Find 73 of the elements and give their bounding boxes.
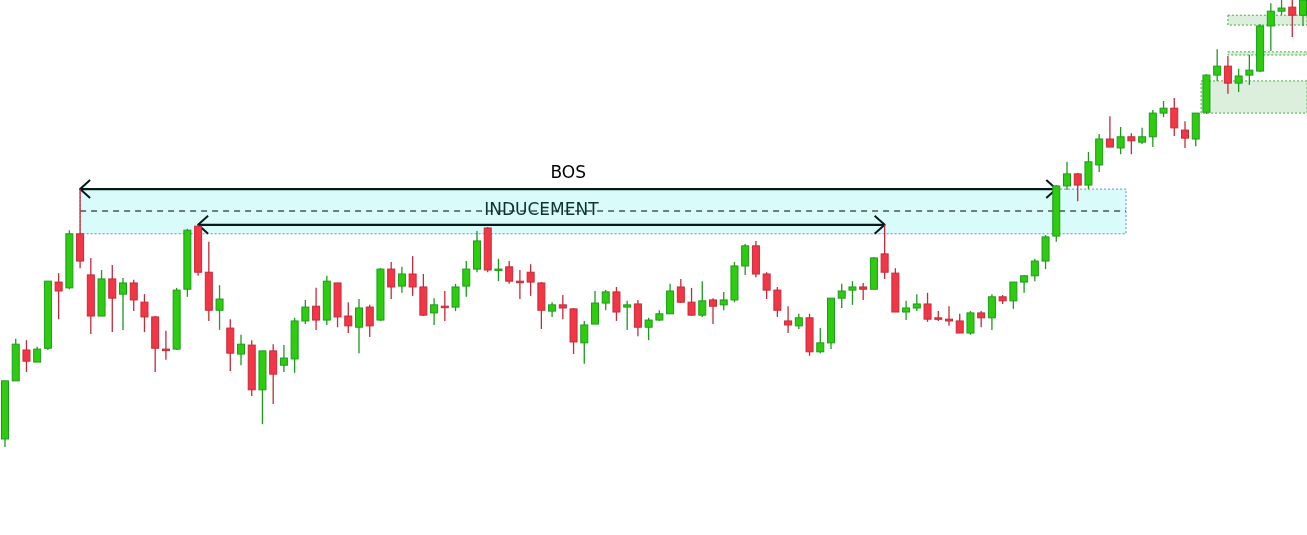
candlestick: [1030, 258, 1039, 282]
candlestick: [741, 243, 750, 276]
candlestick: [1223, 55, 1232, 95]
candlestick: [1105, 115, 1114, 148]
candlestick: [558, 294, 567, 320]
candlestick: [1299, 0, 1307, 27]
candlestick: [816, 327, 825, 354]
candlestick: [119, 277, 127, 331]
candlestick: [676, 278, 685, 304]
candlestick: [591, 290, 599, 325]
candlestick: [1234, 68, 1243, 93]
candlestick: [1148, 109, 1157, 148]
candlestick: [344, 301, 353, 334]
ref-line-label: BOS: [550, 162, 586, 183]
candlestick: [1063, 161, 1071, 191]
candlestick: [848, 280, 857, 306]
candlestick: [129, 279, 138, 312]
candlestick: [687, 287, 696, 317]
candlestick: [623, 300, 632, 331]
candlestick: [397, 266, 406, 294]
candlestick: [837, 283, 846, 309]
candlestick: [698, 280, 707, 318]
candlestick: [312, 287, 321, 331]
candlestick: [923, 292, 932, 323]
candlestick: [1116, 126, 1125, 155]
candlestick: [1245, 54, 1254, 86]
candlestick: [408, 255, 417, 297]
candlestick: [784, 305, 793, 334]
candlestick: [462, 260, 471, 298]
candlestick: [709, 297, 717, 325]
candlestick: [269, 343, 278, 405]
candlestick: [1181, 120, 1189, 149]
candlestick: [1073, 172, 1082, 202]
candlestick: [215, 284, 224, 331]
candlestick: [1009, 281, 1018, 310]
candlestick: [987, 293, 996, 331]
candlestick: [108, 264, 117, 333]
candlestick: [633, 299, 642, 337]
candlestick: [945, 305, 953, 327]
candlestick: [612, 286, 621, 322]
candlestick: [1170, 97, 1179, 137]
candlestick: [494, 258, 503, 282]
candlestick: [1084, 151, 1093, 190]
candlestick: [580, 320, 589, 365]
candlestick: [955, 313, 964, 334]
candlestick: [666, 283, 675, 315]
candlestick: [762, 271, 771, 300]
candlestick: [902, 300, 911, 321]
candlestick: [966, 310, 975, 336]
candlestick: [161, 330, 170, 361]
candlestick: [54, 272, 63, 320]
candlestick: [430, 297, 439, 326]
candlestick: [140, 293, 149, 333]
candlestick: [301, 299, 310, 325]
candlestick: [1213, 48, 1222, 82]
candlestick: [355, 298, 363, 354]
candlestick: [1288, 0, 1297, 38]
candlestick: [644, 317, 653, 341]
candlestick: [505, 260, 514, 285]
candlestick: [451, 283, 460, 312]
candlestick: [601, 289, 610, 311]
candlestick: [22, 339, 31, 373]
candlestick: [1266, 2, 1275, 52]
candlestick: [279, 344, 288, 373]
candlestick: [237, 334, 245, 366]
candlestick: [773, 286, 782, 318]
candlestick: [880, 224, 889, 280]
candlestick: [526, 263, 535, 297]
candlestick: [387, 261, 396, 300]
candlestick: [365, 304, 374, 338]
candlestick: [719, 291, 728, 311]
ref-line-label: INDUCEMENT: [484, 198, 600, 219]
candlestick: [1127, 132, 1136, 155]
